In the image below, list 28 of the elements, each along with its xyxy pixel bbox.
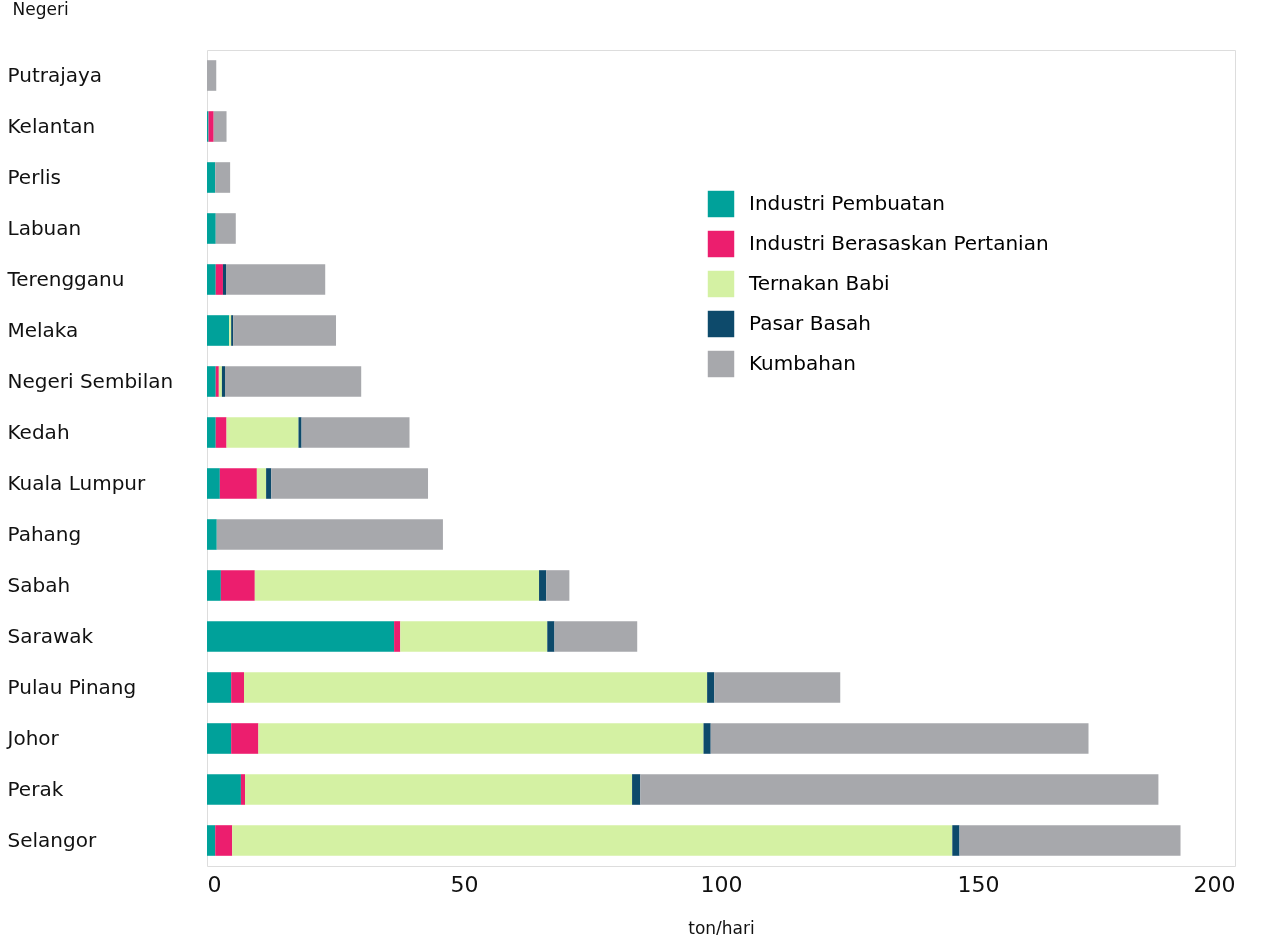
legend-label: Industri Pembuatan bbox=[749, 191, 945, 215]
y-tick-label: Sabah bbox=[7, 572, 71, 597]
y-tick-label: Labuan bbox=[7, 215, 82, 240]
x-tick-label: 50 bbox=[450, 871, 479, 897]
legend-label: Kumbahan bbox=[749, 351, 856, 375]
y-tick-label: Kelantan bbox=[7, 113, 96, 138]
x-tick-label: 0 bbox=[207, 871, 222, 897]
y-tick-label: Perlis bbox=[7, 164, 61, 189]
y-tick-label: Terengganu bbox=[6, 266, 125, 291]
y-tick-label: Putrajaya bbox=[7, 62, 103, 87]
y-tick-label: Kuala Lumpur bbox=[7, 470, 147, 495]
legend-label: Industri Berasaskan Pertanian bbox=[749, 231, 1049, 255]
legend-label: Pasar Basah bbox=[749, 311, 872, 335]
x-axis-title: ton/hari bbox=[688, 917, 755, 935]
y-tick-label: Kedah bbox=[7, 419, 70, 444]
y-tick-label: Pulau Pinang bbox=[7, 674, 137, 699]
y-tick-label: Perak bbox=[7, 776, 64, 801]
legend-label: Ternakan Babi bbox=[748, 271, 890, 295]
y-tick-label: Pahang bbox=[7, 521, 82, 546]
y-tick-label: Sarawak bbox=[7, 623, 94, 648]
y-tick-label: Negeri Sembilan bbox=[7, 368, 174, 393]
y-tick-label: Selangor bbox=[7, 827, 97, 852]
x-tick-label: 100 bbox=[700, 871, 743, 897]
x-tick-label: 200 bbox=[1193, 871, 1236, 897]
y-axis-title: Negeri bbox=[12, 0, 69, 19]
y-tick-label: Melaka bbox=[7, 317, 79, 342]
x-tick-label: 150 bbox=[957, 871, 1000, 897]
y-tick-label: Johor bbox=[5, 725, 60, 750]
